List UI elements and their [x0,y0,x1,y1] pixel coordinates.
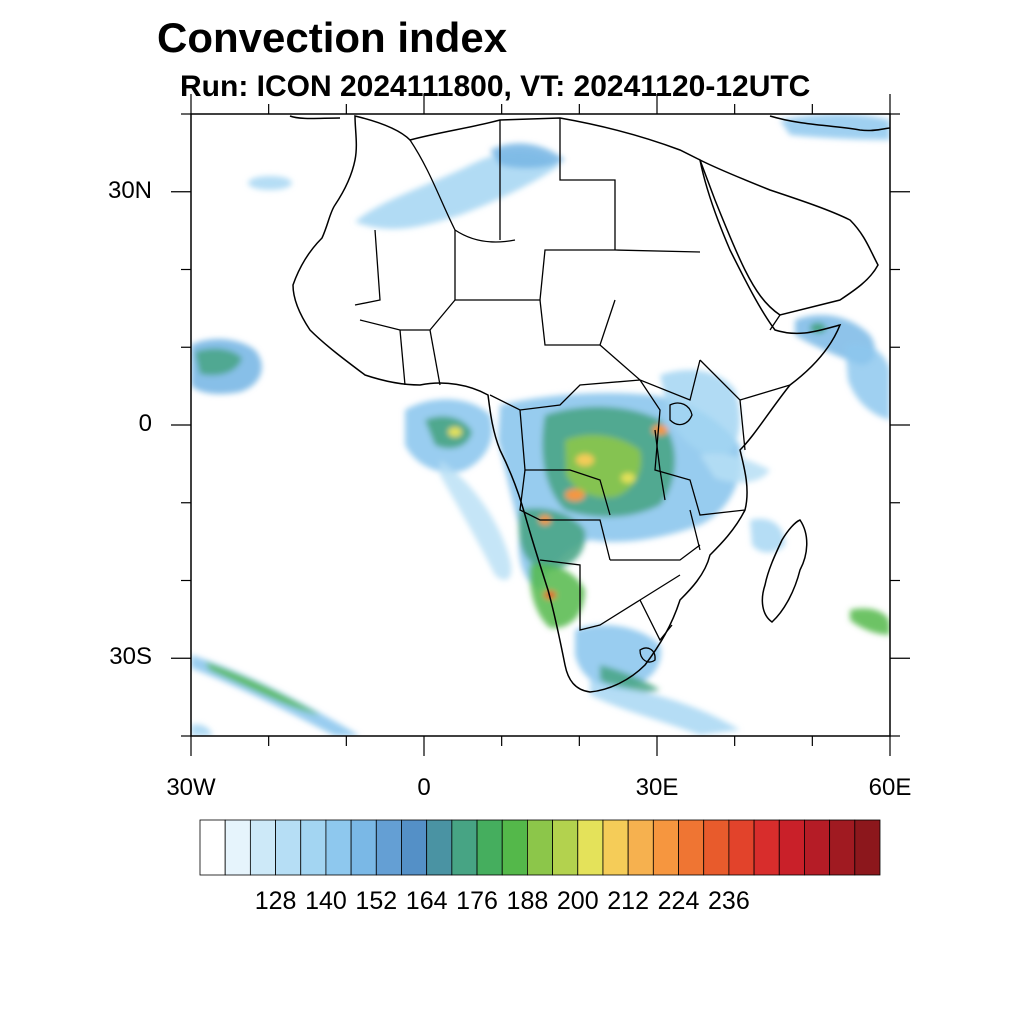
colorbar-swatch [375,819,402,876]
colorbar-swatch [325,819,352,876]
country-borders [354,118,791,642]
colorbar-swatch [753,819,780,876]
colorbar-label: 176 [456,887,498,915]
land-outlines [289,115,890,693]
colorbar-swatch [627,819,654,876]
colorbar-swatch [300,819,327,876]
convection-field [191,114,890,736]
colorbar-swatch [224,819,251,876]
lat-label: 30N [107,176,152,204]
colorbar-swatch [527,819,553,876]
colorbar-label: 128 [254,887,297,915]
chart-subtitle: Run: ICON 2024111800, VT: 20241120-12UTC [180,70,811,103]
lakes [639,402,701,663]
lat-label: 30S [109,643,152,671]
colorbar-swatch [804,819,831,876]
colorbar-swatch [249,819,276,876]
colorbar-label: 200 [556,887,599,915]
colorbar-swatch [552,819,579,876]
colorbar-swatch [199,819,226,876]
chart-title: Convection index [157,14,508,61]
lon-label: 30E [635,774,679,801]
colorbar-label: 188 [506,887,549,915]
colorbar-swatch [829,819,856,876]
colorbar-label: 212 [607,887,649,915]
lat-label: 0 [138,410,152,437]
colorbar-label: 164 [405,887,448,915]
colorbar-swatch [602,819,629,876]
colorbar-label: 224 [657,887,700,915]
axis-ticks [171,94,910,756]
colorbar-swatch [451,819,478,876]
colorbar-label: 152 [355,887,398,915]
lon-label: 0 [417,774,431,801]
colorbar [199,819,881,876]
lon-label: 60E [868,774,912,801]
colorbar-label: 140 [305,887,347,915]
colorbar-swatch [728,819,755,876]
colorbar-swatch [401,819,428,876]
colorbar-swatch [426,819,453,876]
colorbar-swatch [652,819,679,876]
colorbar-swatch [501,819,528,876]
colorbar-swatch [350,819,377,876]
colorbar-swatch [577,819,604,876]
colorbar-swatch [854,819,881,876]
colorbar-swatch [778,819,805,876]
lon-label: 30W [166,774,216,801]
colorbar-label: 236 [708,887,750,915]
colorbar-swatch [275,819,302,876]
colorbar-swatch [703,819,730,876]
colorbar-swatch [678,819,705,876]
colorbar-swatch [476,819,503,876]
